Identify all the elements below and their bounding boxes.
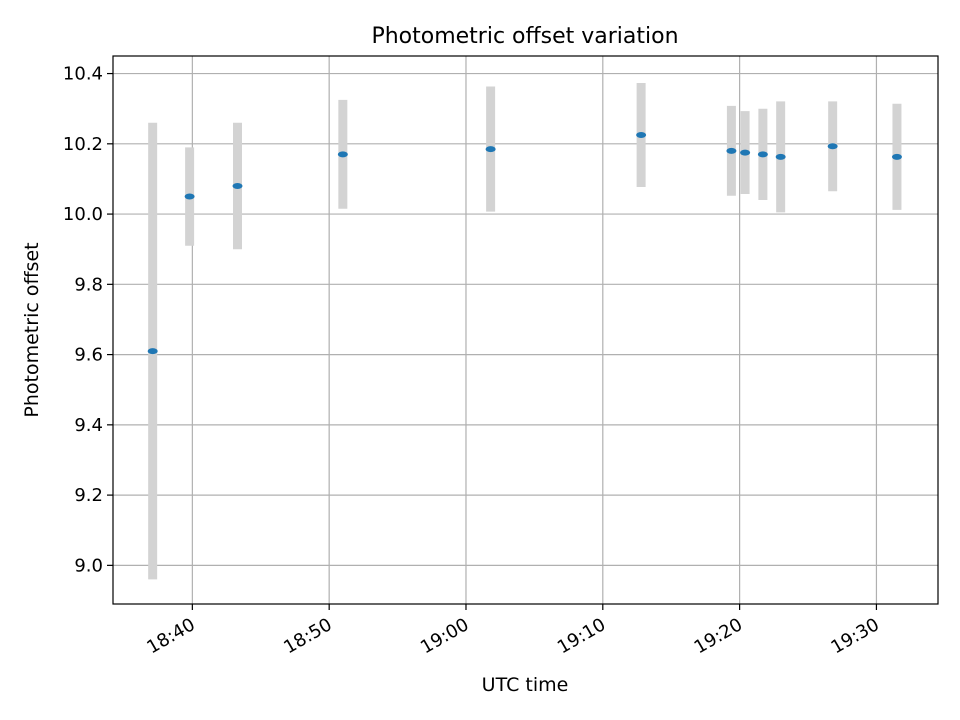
data-markers xyxy=(147,132,902,355)
data-point xyxy=(757,151,768,158)
y-tick-label: 10.0 xyxy=(63,204,103,225)
data-point xyxy=(775,153,786,160)
grid xyxy=(113,56,938,604)
data-point xyxy=(891,153,902,160)
data-point xyxy=(636,132,647,139)
y-axis-label: Photometric offset xyxy=(21,242,43,417)
y-tick-label: 10.4 xyxy=(63,64,103,85)
y-tick-label: 9.2 xyxy=(74,485,103,506)
y-tick-label: 9.8 xyxy=(74,274,103,295)
data-point xyxy=(485,146,496,153)
plot-frame xyxy=(112,55,939,605)
plot-area xyxy=(113,56,938,604)
y-tick-label: 9.4 xyxy=(74,415,103,436)
y-axis-ticks: 9.0 9.2 9.4 9.6 9.8 10.0 10.2 10.4 xyxy=(63,64,113,576)
data-point xyxy=(232,182,243,189)
y-tick-label: 9.0 xyxy=(74,555,103,576)
y-tick-label: 9.6 xyxy=(74,345,103,366)
y-tick-label: 10.2 xyxy=(63,134,103,155)
data-point xyxy=(184,193,195,200)
data-point xyxy=(147,348,158,355)
chart-title: Photometric offset variation xyxy=(371,24,678,49)
data-point xyxy=(740,149,751,156)
data-point xyxy=(827,143,838,150)
data-point xyxy=(726,147,737,154)
data-point xyxy=(337,151,348,158)
x-axis-label: UTC time xyxy=(482,674,569,696)
